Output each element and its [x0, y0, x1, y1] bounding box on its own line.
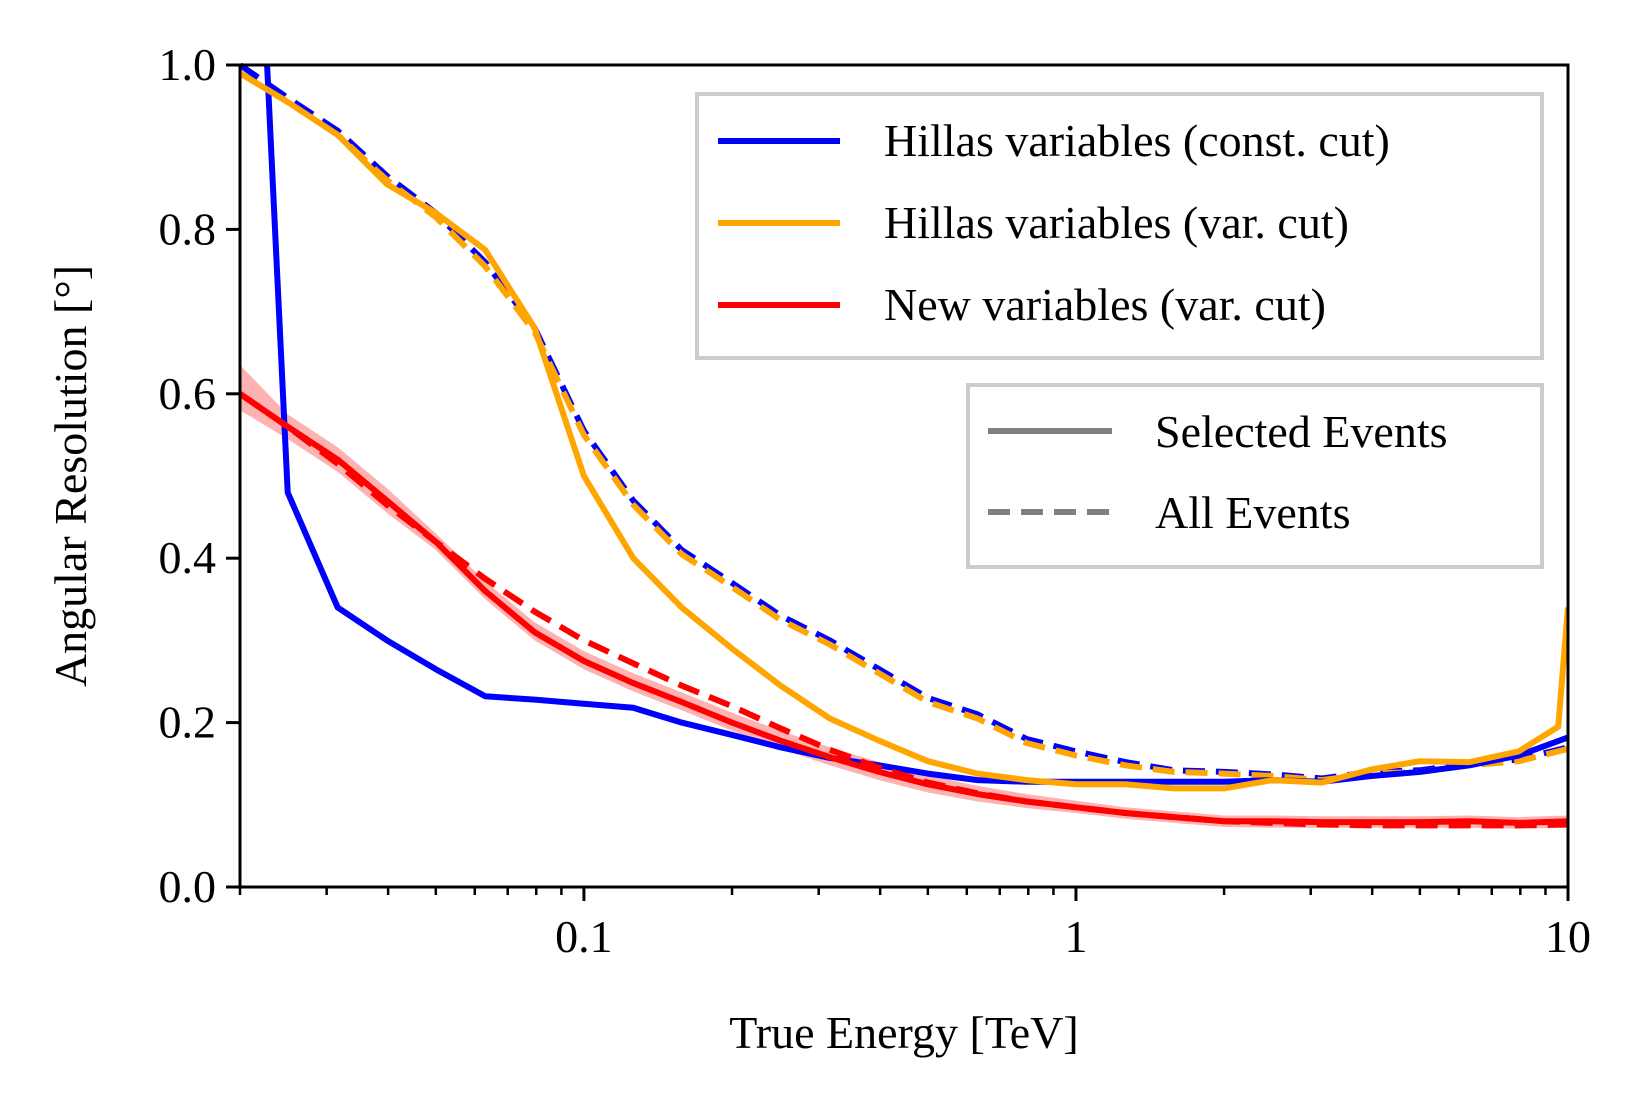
legend-methods: Hillas variables (const. cut) Hillas var…: [695, 92, 1544, 360]
x-axis-label: True Energy [TeV]: [729, 1007, 1078, 1058]
y-tick-label: 0.4: [159, 532, 217, 583]
legend-label-all: All Events: [1155, 487, 1350, 538]
x-tick-label: 0.1: [555, 911, 613, 962]
x-tick-label: 1: [1064, 911, 1087, 962]
series-line-1: [240, 70, 1568, 784]
plot-frame: [238, 63, 1570, 889]
series-layer: [240, 63, 1568, 829]
y-axis-label: Angular Resolution [°]: [45, 265, 96, 687]
legend-label-selected: Selected Events: [1155, 406, 1448, 457]
legend-label-hillas-var: Hillas variables (var. cut): [884, 197, 1349, 248]
y-tick-label: 0.6: [159, 368, 217, 419]
legend-styles: Selected Events All Events: [966, 383, 1544, 569]
y-tick-label: 0.8: [159, 203, 217, 254]
legend-label-new-var: New variables (var. cut): [884, 279, 1326, 330]
legend-styles-box: [966, 383, 1544, 569]
x-tick-label: 10: [1545, 911, 1591, 962]
y-axis-ticks: 0.0 0.2 0.4 0.6 0.8 1.0: [159, 39, 240, 912]
x-axis-ticks: 0.1 1 10: [238, 887, 1591, 962]
y-tick-label: 0.0: [159, 861, 217, 912]
series-line-3: [240, 70, 1568, 792]
y-tick-label: 0.2: [159, 697, 217, 748]
series-line-5: [240, 391, 1568, 829]
legend-label-hillas-const: Hillas variables (const. cut): [884, 115, 1390, 166]
y-tick-label: 1.0: [159, 39, 217, 90]
